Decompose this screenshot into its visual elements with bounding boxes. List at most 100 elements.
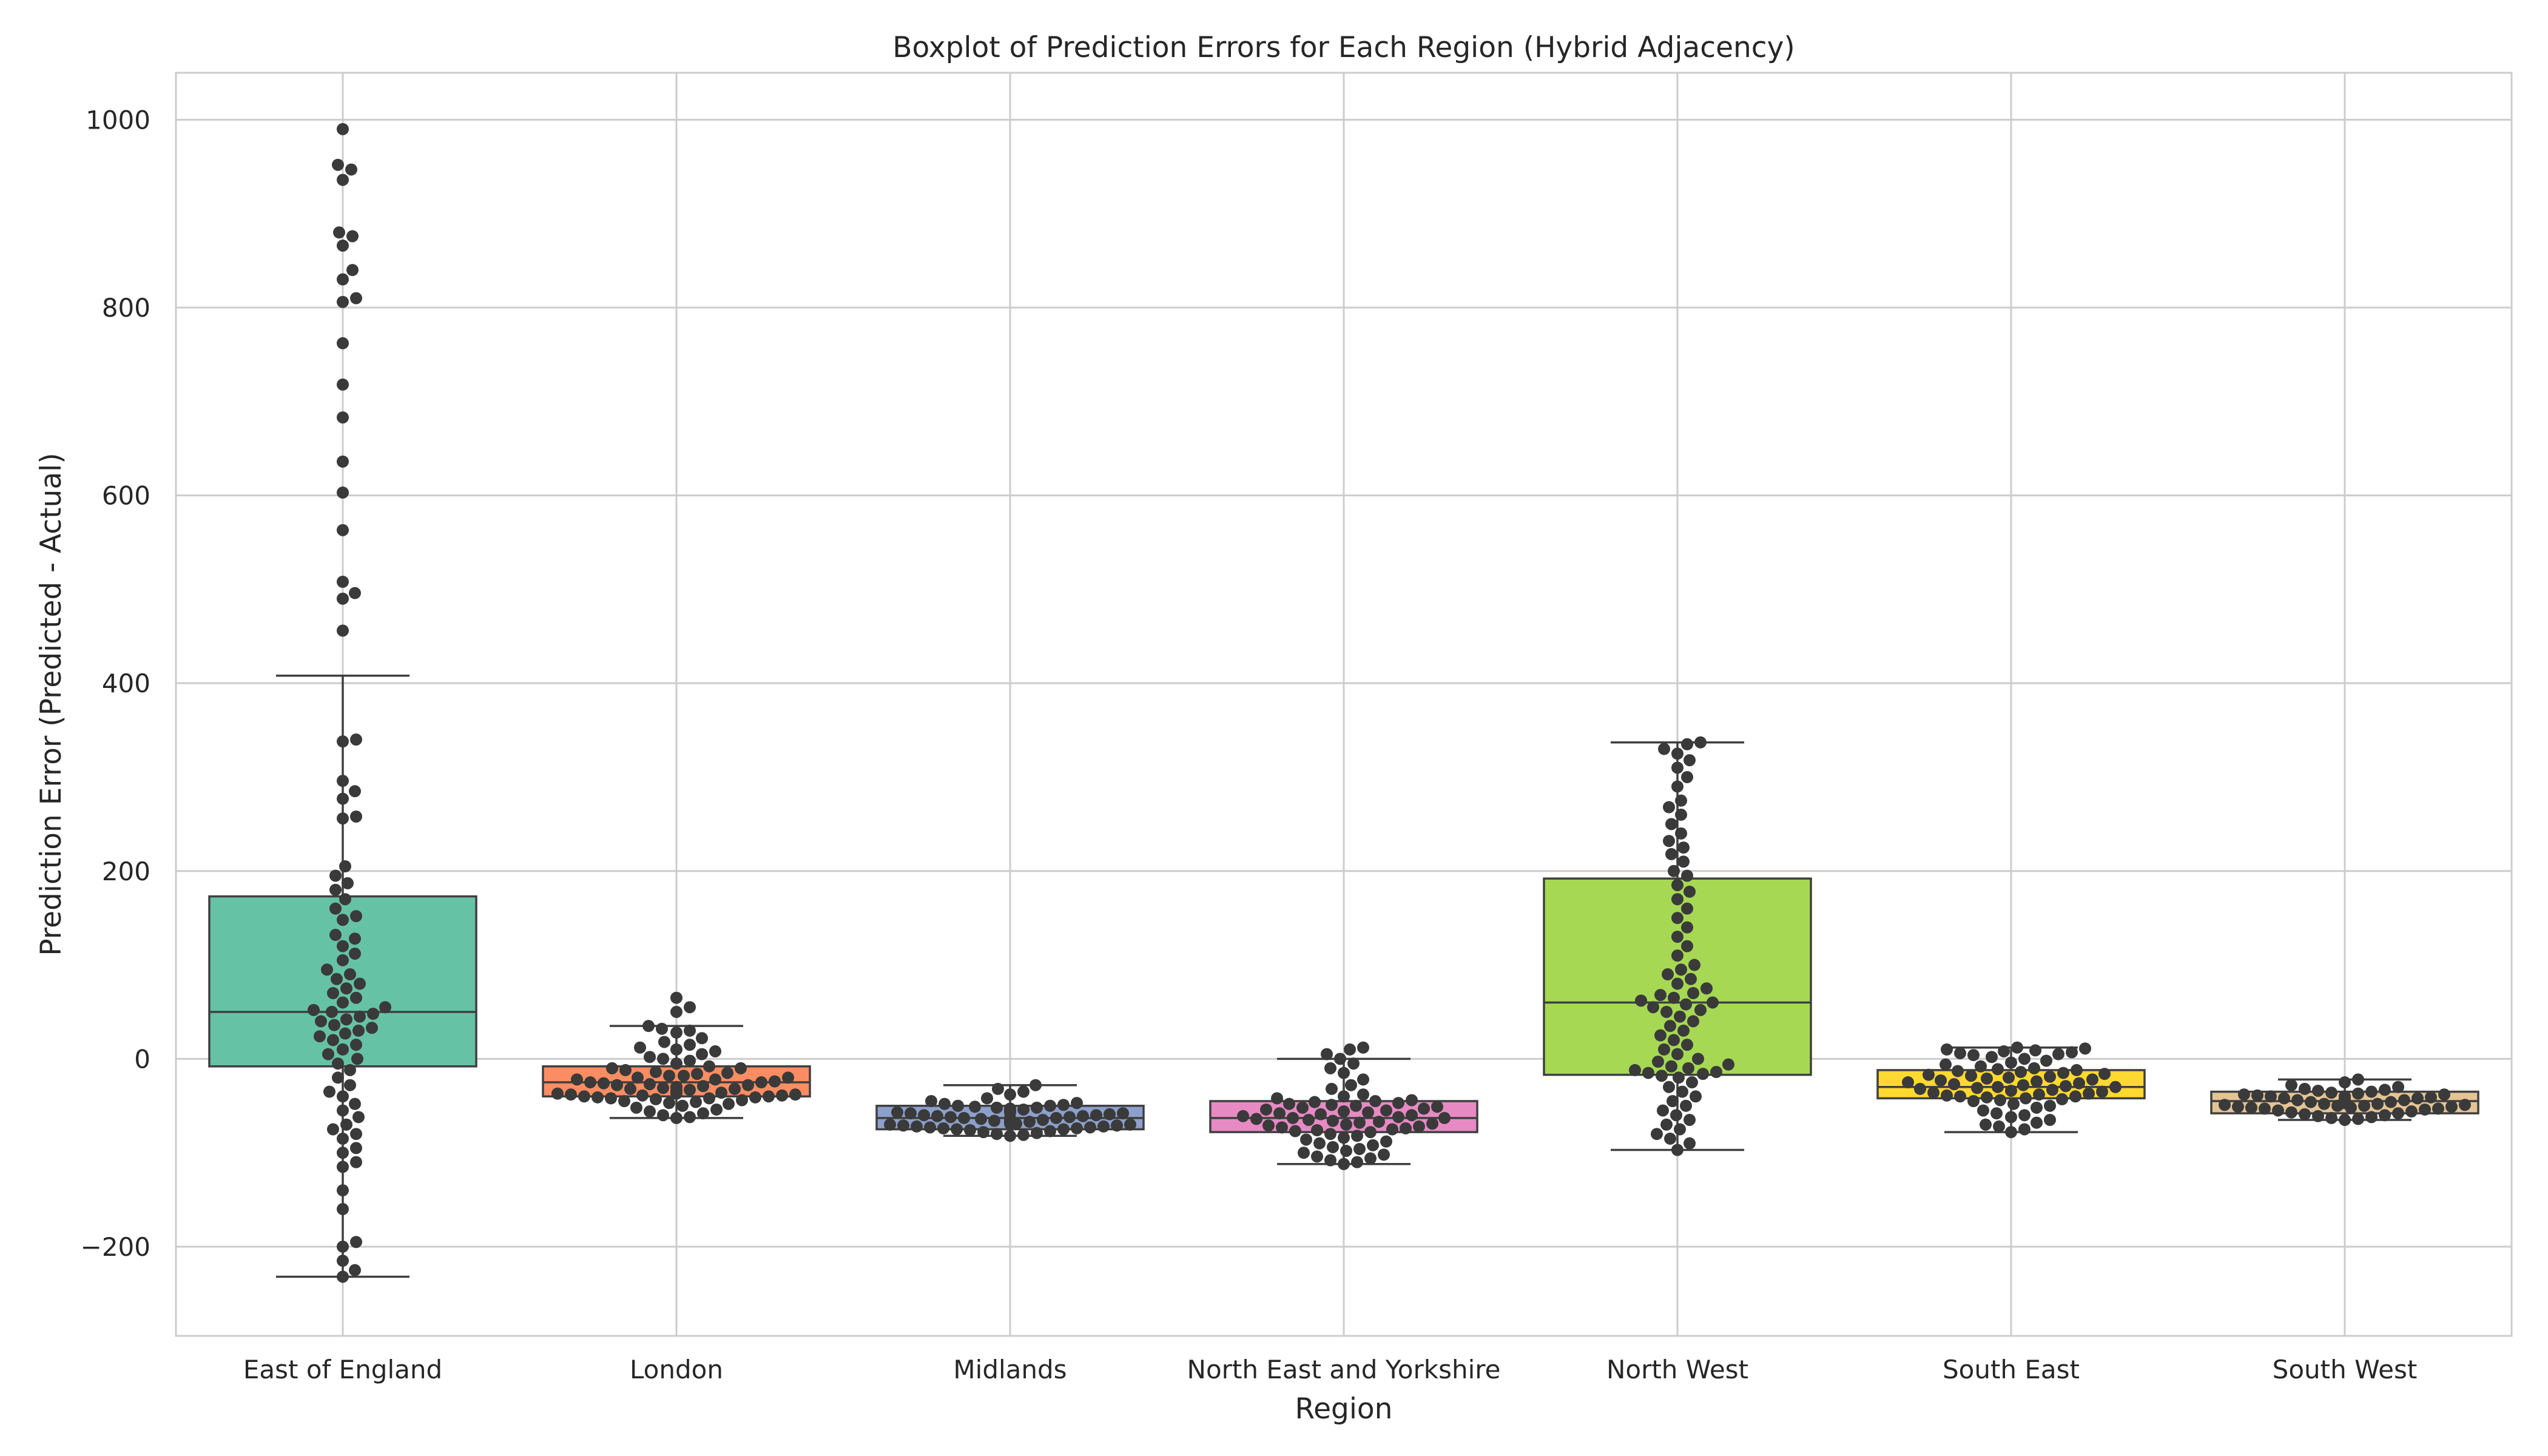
swarm-point xyxy=(2312,1110,2324,1122)
swarm-point xyxy=(1111,1119,1123,1132)
x-tick-label: Midlands xyxy=(953,1355,1067,1384)
swarm-point xyxy=(937,1122,949,1134)
swarm-point xyxy=(2325,1087,2337,1099)
swarm-point xyxy=(1017,1128,1030,1141)
swarm-point xyxy=(1707,996,1719,1009)
swarm-point xyxy=(337,295,349,308)
swarm-point xyxy=(2018,1109,2031,1122)
swarm-point xyxy=(352,1111,365,1124)
swarm-point xyxy=(2352,1073,2364,1086)
swarm-point xyxy=(611,1079,623,1091)
swarm-point xyxy=(1663,1080,1675,1093)
swarm-point xyxy=(2291,1094,2304,1107)
swarm-point xyxy=(1324,1154,1336,1167)
swarm-point xyxy=(1902,1076,1914,1089)
swarm-point xyxy=(1658,1043,1670,1056)
y-tick-label: 1000 xyxy=(86,105,150,135)
swarm-point xyxy=(1364,1152,1377,1165)
swarm-point xyxy=(1004,1102,1016,1115)
swarm-point xyxy=(1975,1060,1987,1073)
swarm-point xyxy=(630,1101,642,1114)
swarm-point xyxy=(977,1126,989,1139)
swarm-point xyxy=(763,1090,775,1103)
swarm-point xyxy=(344,1063,356,1076)
swarm-point xyxy=(1948,1078,1960,1091)
swarm-point xyxy=(1660,1118,1673,1131)
swarm-point xyxy=(2352,1113,2364,1125)
swarm-point xyxy=(565,1088,577,1101)
swarm-point xyxy=(1345,1079,1357,1091)
swarm-point xyxy=(598,1077,610,1090)
swarm-point xyxy=(2031,1116,2043,1129)
swarm-point xyxy=(1998,1045,2010,1057)
plot-area xyxy=(175,72,2513,1337)
swarm-point xyxy=(1647,1001,1659,1014)
x-axis-label: Region xyxy=(1295,1392,1393,1426)
swarm-point xyxy=(1671,780,1684,793)
swarm-point xyxy=(1668,991,1680,1004)
swarm-point xyxy=(1680,998,1692,1011)
swarm-point xyxy=(2052,1048,2064,1060)
swarm-point xyxy=(684,1111,696,1124)
swarm-point xyxy=(337,914,349,926)
swarm-point xyxy=(349,1097,361,1110)
swarm-point xyxy=(1923,1068,1935,1081)
swarm-point xyxy=(1671,931,1684,943)
swarm-point xyxy=(1418,1102,1430,1115)
swarm-point xyxy=(2098,1068,2111,1080)
swarm-point xyxy=(337,524,349,536)
swarm-point xyxy=(656,1022,668,1035)
swarm-point xyxy=(1392,1111,1404,1124)
swarm-point xyxy=(1684,885,1696,898)
swarm-point xyxy=(2365,1085,2378,1098)
swarm-point xyxy=(1671,912,1684,925)
swarm-point xyxy=(1687,986,1699,999)
swarm-point xyxy=(782,1071,794,1084)
swarm-point xyxy=(2285,1106,2297,1119)
swarm-point xyxy=(918,1109,930,1122)
swarm-point xyxy=(349,1264,361,1276)
swarm-point xyxy=(658,1036,670,1048)
swarm-point xyxy=(337,624,349,637)
swarm-point xyxy=(323,1085,335,1098)
swarm-point xyxy=(1309,1096,1321,1108)
swarm-point xyxy=(350,1128,362,1141)
swarm-point xyxy=(337,455,349,468)
swarm-point xyxy=(663,1097,675,1110)
swarm-point xyxy=(2339,1113,2351,1126)
swarm-point xyxy=(350,1236,362,1249)
swarm-point xyxy=(969,1100,981,1113)
swarm-point xyxy=(337,1132,349,1145)
swarm-point xyxy=(690,1096,702,1108)
swarm-point xyxy=(703,1092,715,1105)
swarm-point xyxy=(981,1092,993,1105)
swarm-point xyxy=(2398,1094,2410,1107)
swarm-point xyxy=(678,1070,690,1082)
swarm-point xyxy=(584,1076,596,1089)
swarm-point xyxy=(578,1090,590,1103)
swarm-point xyxy=(337,1203,349,1216)
swarm-point xyxy=(1044,1099,1056,1112)
swarm-point xyxy=(991,1101,1003,1114)
swarm-point xyxy=(1124,1118,1136,1131)
swarm-point xyxy=(1311,1150,1323,1163)
swarm-point xyxy=(1687,1015,1699,1028)
swarm-point xyxy=(1662,968,1674,981)
swarm-point xyxy=(1063,1111,1076,1124)
swarm-point xyxy=(1722,1058,1734,1071)
swarm-point xyxy=(1664,1020,1676,1033)
x-tick-label: East of England xyxy=(243,1355,442,1384)
swarm-point xyxy=(342,877,354,889)
swarm-point xyxy=(337,1161,349,1173)
swarm-point xyxy=(1071,1097,1083,1110)
swarm-point xyxy=(2259,1102,2271,1115)
swarm-point xyxy=(1369,1095,1381,1108)
x-tick-labels: East of England London Midlands North East … xyxy=(243,1355,2417,1384)
swarm-point xyxy=(1981,1091,1993,1104)
swarm-point xyxy=(2219,1099,2231,1111)
swarm-point xyxy=(1658,743,1670,755)
swarm-point xyxy=(1657,1104,1669,1117)
swarm-point xyxy=(619,1063,632,1076)
swarm-point xyxy=(2385,1096,2397,1108)
swarm-point xyxy=(1023,1116,1036,1128)
